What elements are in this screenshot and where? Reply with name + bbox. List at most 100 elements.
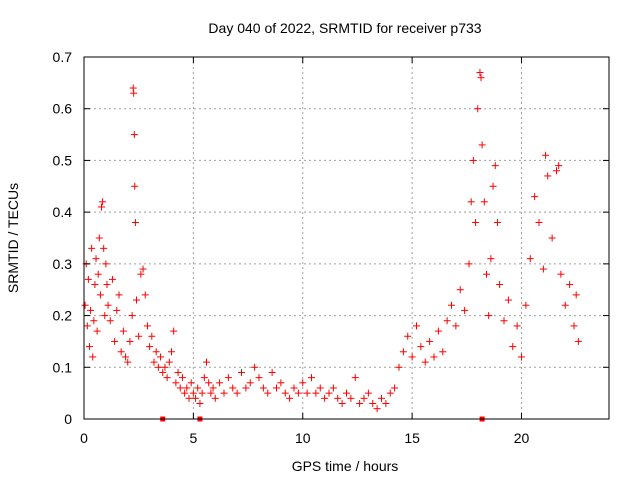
- data-point: [343, 389, 350, 397]
- x-tick-label: 0: [80, 430, 88, 446]
- data-point: [426, 337, 434, 345]
- data-point: [83, 322, 91, 330]
- data-point: [472, 218, 480, 226]
- data-point: [255, 374, 263, 382]
- data-point: [477, 74, 485, 82]
- data-point: [268, 368, 276, 376]
- data-point: [246, 379, 254, 387]
- data-point: [299, 379, 307, 387]
- tick-layer: 0 0.1 0.2 0.3 0.4 0.5 0.6 0.7 0 5 10 15 20: [53, 49, 609, 446]
- data-point: [413, 322, 420, 330]
- data-point: [117, 348, 125, 356]
- data-point: [439, 348, 447, 356]
- data-point: [572, 291, 580, 299]
- data-point: [273, 384, 280, 392]
- data-point: [124, 358, 132, 366]
- x-tick-label: 10: [295, 430, 311, 446]
- data-point: [334, 394, 342, 402]
- data-point: [404, 332, 412, 340]
- data-point: [467, 198, 475, 206]
- data-point: [133, 296, 140, 304]
- data-point: [96, 291, 104, 299]
- data-point: [386, 389, 394, 397]
- data-point: [224, 374, 232, 382]
- data-point: [143, 322, 151, 330]
- data-point: [496, 281, 504, 289]
- data-point: [196, 399, 204, 407]
- y-tick-label: 0.6: [53, 101, 73, 117]
- data-point: [152, 348, 160, 356]
- data-point: [198, 389, 206, 397]
- data-point: [509, 343, 517, 351]
- data-point: [369, 399, 377, 407]
- data-point: [200, 374, 208, 382]
- data-point: [456, 286, 464, 294]
- data-point: [115, 291, 123, 299]
- data-point: [539, 265, 547, 273]
- data-point: [161, 363, 169, 371]
- data-point: [286, 394, 294, 402]
- data-point: [216, 379, 224, 387]
- data-point: [259, 384, 267, 392]
- data-point: [211, 394, 219, 402]
- data-point: [408, 353, 416, 361]
- data-point: [504, 296, 512, 304]
- data-point: [131, 182, 139, 190]
- y-tick-label: 0.5: [53, 152, 73, 168]
- data-point: [106, 317, 114, 325]
- data-point: [277, 379, 285, 387]
- data-point: [99, 198, 107, 206]
- data-point: [434, 327, 442, 335]
- data-point: [312, 389, 320, 397]
- y-tick-label: 0.2: [53, 308, 73, 324]
- data-point: [87, 306, 95, 314]
- data-point: [474, 105, 482, 113]
- data-point: [165, 358, 173, 366]
- data-point: [489, 182, 497, 190]
- data-point: [130, 89, 138, 97]
- data-point: [90, 317, 98, 325]
- data-point: [95, 234, 103, 242]
- data-point: [469, 156, 477, 164]
- data-point: [347, 394, 355, 402]
- data-point: [448, 301, 455, 309]
- data-point: [94, 270, 102, 278]
- data-point: [294, 389, 302, 397]
- data-layer: [81, 69, 582, 422]
- data-point: [163, 374, 171, 382]
- data-point: [229, 384, 237, 392]
- data-point: [168, 348, 175, 356]
- data-point: [119, 327, 127, 335]
- data-point: [561, 301, 569, 309]
- data-point: [544, 172, 552, 180]
- data-point: [174, 368, 182, 376]
- data-point: [92, 255, 100, 263]
- data-point: [189, 389, 197, 397]
- data-point: [500, 317, 508, 325]
- data-point: [399, 348, 407, 356]
- data-point: [93, 327, 101, 335]
- data-point: [548, 234, 556, 242]
- x-axis-label: GPS time / hours: [292, 458, 399, 474]
- data-point: [192, 394, 200, 402]
- data-point: [574, 337, 582, 345]
- data-point: [122, 353, 130, 361]
- data-point: [131, 218, 139, 226]
- data-point: [139, 265, 147, 273]
- data-point: [513, 322, 521, 330]
- data-point: [281, 389, 289, 397]
- data-point: [557, 270, 565, 278]
- data-point: [487, 255, 495, 263]
- data-point: [104, 301, 112, 309]
- data-point: [329, 384, 337, 392]
- data-point: [176, 384, 184, 392]
- y-axis-label: SRMTID / TECUs: [5, 183, 21, 293]
- data-point: [207, 389, 215, 397]
- data-point: [98, 203, 105, 211]
- data-point: [148, 332, 156, 340]
- grid-layer: [84, 57, 609, 419]
- data-point: [159, 368, 167, 376]
- data-point: [356, 399, 364, 407]
- data-point: [157, 353, 165, 361]
